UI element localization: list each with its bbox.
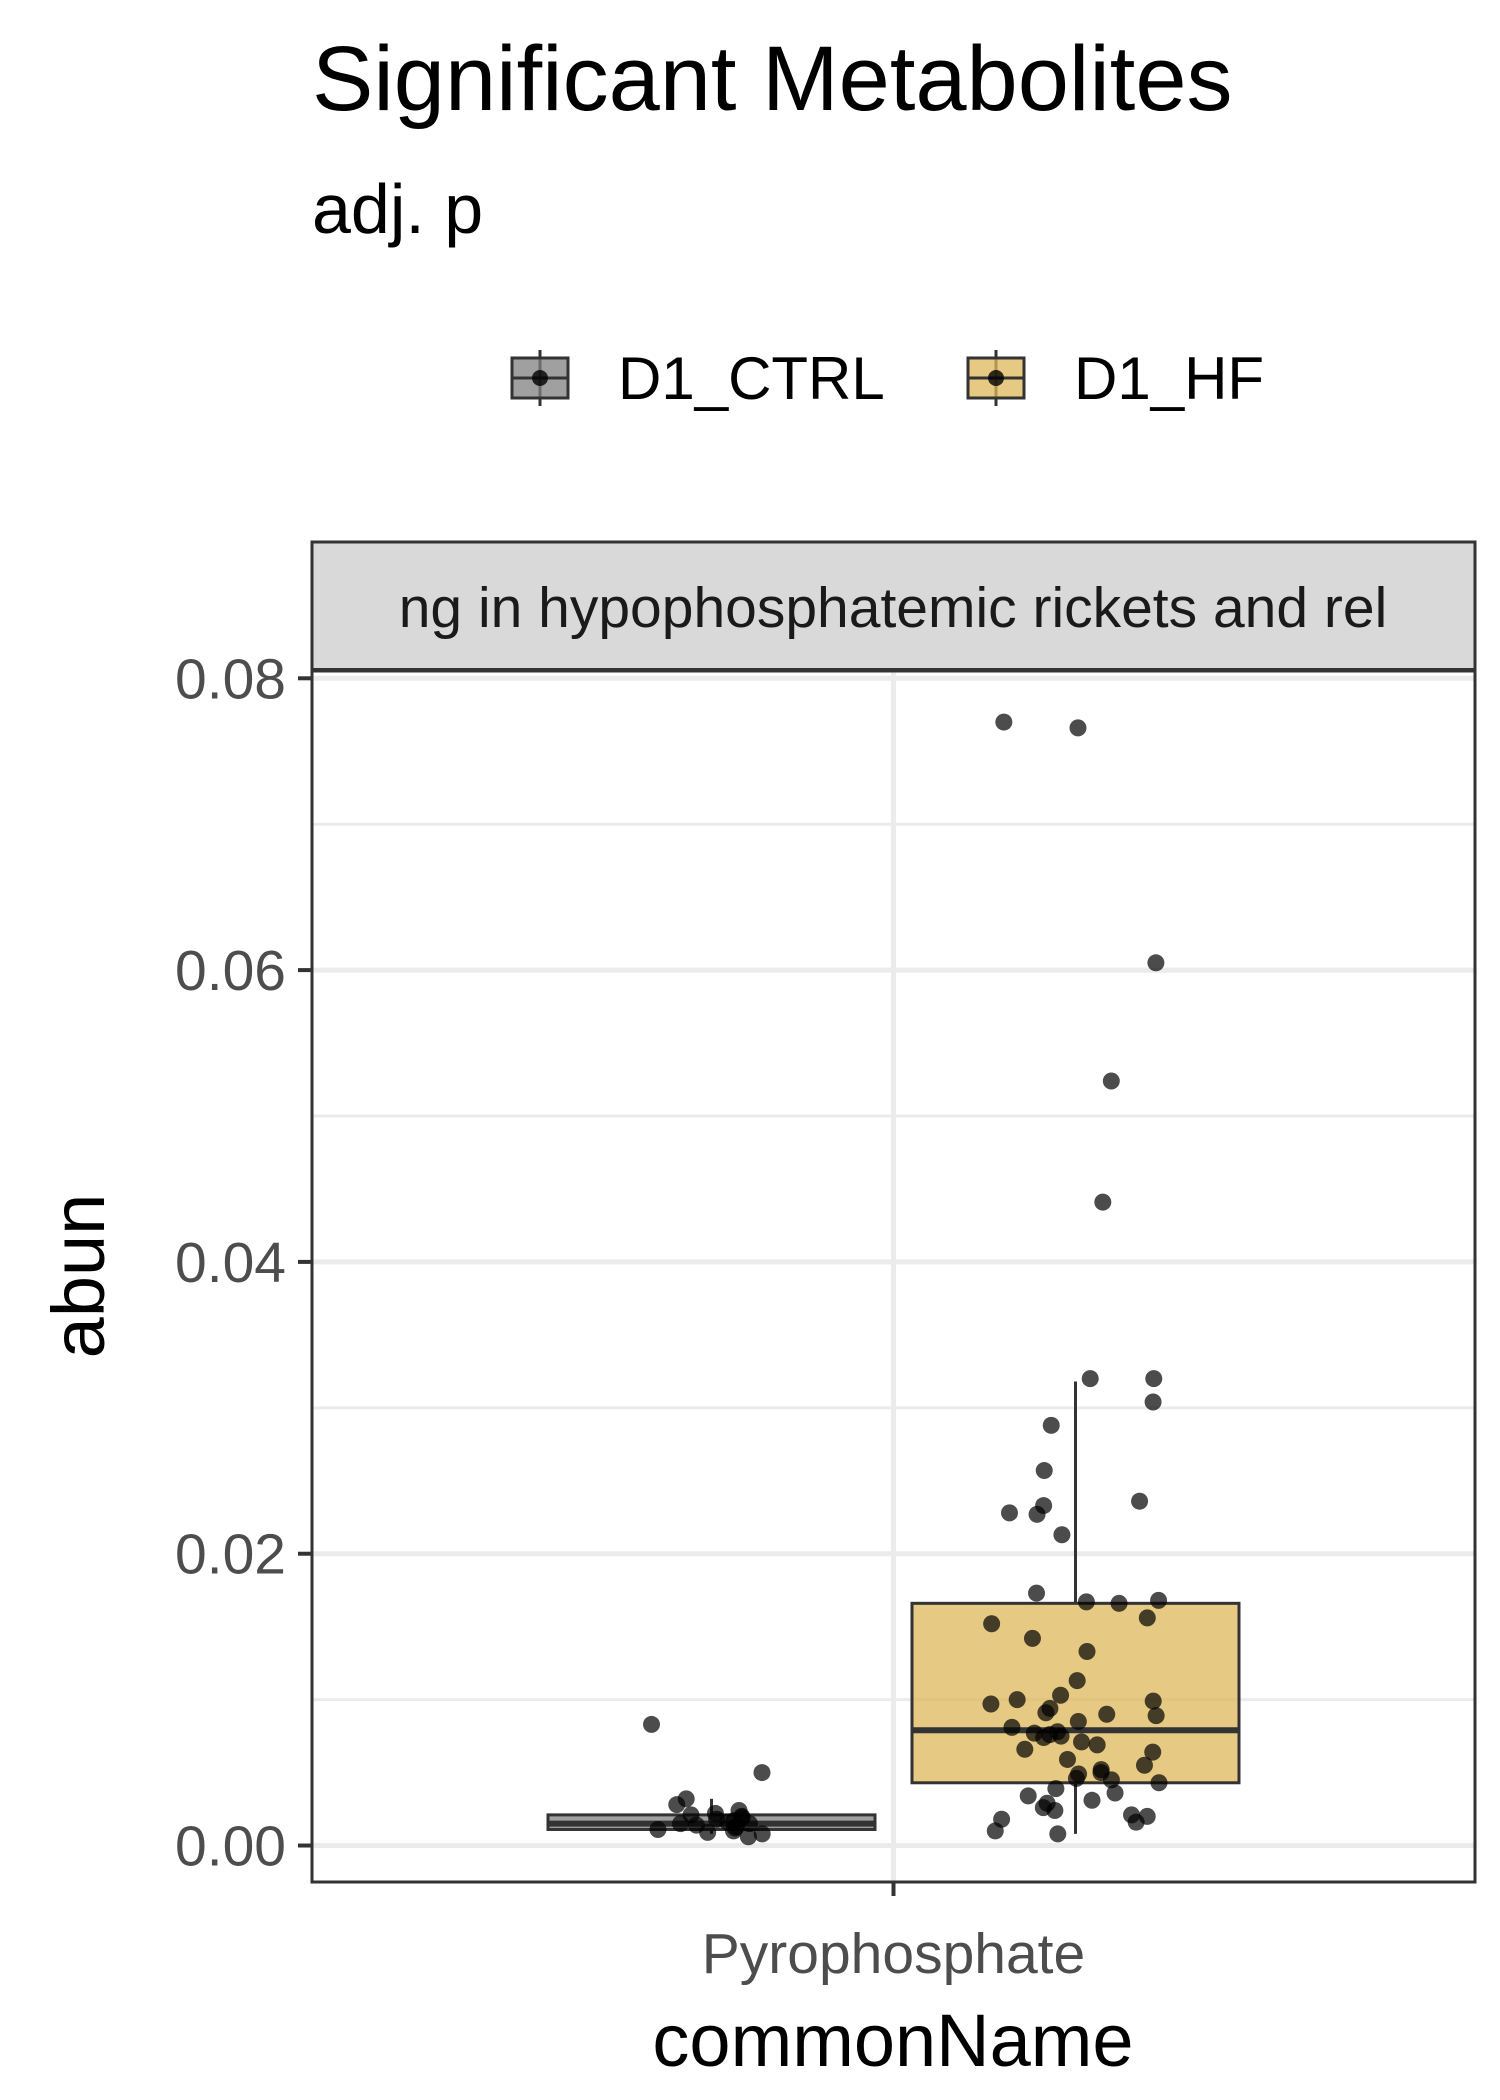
data-point [725, 1822, 743, 1840]
data-point [1023, 1629, 1041, 1647]
data-point [1078, 1642, 1096, 1660]
data-point [983, 1615, 1001, 1633]
data-point [986, 1822, 1004, 1840]
y-tick-label: 0.04 [175, 1231, 286, 1295]
data-point [1144, 1393, 1162, 1411]
data-point [1052, 1686, 1070, 1704]
data-point [1049, 1825, 1067, 1843]
box-iqr [910, 1601, 1241, 1785]
data-point [1042, 1416, 1060, 1434]
data-point [1147, 1707, 1165, 1725]
data-point [753, 1825, 771, 1843]
data-point [1145, 1370, 1163, 1388]
data-point [982, 1695, 1000, 1713]
data-point [1081, 1370, 1099, 1388]
data-point [739, 1828, 757, 1846]
data-point [1106, 1784, 1124, 1802]
x-axis: Pyrophosphate [702, 1882, 1085, 1986]
data-point [1003, 1718, 1021, 1736]
data-point [1138, 1609, 1156, 1627]
y-tick-label: 0.02 [175, 1523, 286, 1587]
boxes [546, 1381, 1241, 1834]
x-tick-label: Pyrophosphate [702, 1922, 1085, 1986]
chart-subtitle: adj. p [312, 170, 483, 248]
data-point [1150, 1774, 1168, 1792]
grid [312, 671, 1475, 1882]
data-point [699, 1823, 717, 1841]
data-point [1016, 1740, 1034, 1758]
y-tick-label: 0.06 [175, 939, 286, 1003]
data-point [995, 713, 1013, 731]
data-point [1028, 1584, 1046, 1602]
data-point [1069, 719, 1087, 737]
data-point [1144, 1743, 1162, 1761]
data-point [1102, 1771, 1120, 1789]
data-point [643, 1715, 661, 1733]
box-D1_HF [910, 1381, 1241, 1834]
data-point [1037, 1704, 1055, 1722]
data-point [1083, 1791, 1101, 1809]
legend-key-point [988, 370, 1004, 386]
data-point [1098, 1705, 1116, 1723]
data-point [1110, 1594, 1128, 1612]
y-tick-label: 0.08 [175, 647, 286, 711]
chart-title: Significant Metabolites [312, 28, 1233, 130]
data-point [753, 1764, 771, 1782]
data-point [1135, 1756, 1153, 1774]
y-axis-title: abun [37, 1194, 120, 1359]
legend-key-point [532, 370, 548, 386]
data-point [1047, 1780, 1065, 1798]
data-point [1127, 1813, 1145, 1831]
legend-label: D1_HF [1074, 345, 1264, 412]
legend-key-D1_CTRL [510, 350, 570, 406]
data-point [1088, 1736, 1106, 1754]
x-axis-title: commonName [652, 1999, 1133, 2082]
data-point [1046, 1802, 1064, 1820]
y-tick-label: 0.00 [175, 1815, 286, 1879]
data-point [1008, 1691, 1026, 1709]
data-point [672, 1815, 690, 1833]
data-point [741, 1815, 759, 1833]
facet-strip-label: ng in hypophosphatemic rickets and rel [399, 576, 1388, 640]
data-point [1058, 1750, 1076, 1768]
legend-label: D1_CTRL [618, 345, 885, 412]
data-point [1147, 954, 1165, 972]
data-point [1000, 1504, 1018, 1522]
data-point [1052, 1727, 1070, 1745]
data-point [668, 1796, 686, 1814]
data-point [1094, 1193, 1112, 1211]
data-point [1035, 1462, 1053, 1480]
data-point [1131, 1492, 1149, 1510]
data-point [649, 1820, 667, 1838]
data-point [1068, 1672, 1086, 1690]
points [643, 713, 1168, 1846]
legend: D1_CTRL D1_HF [510, 345, 1264, 412]
data-point [1150, 1591, 1168, 1609]
data-point [1077, 1593, 1095, 1611]
legend-key-D1_HF [966, 350, 1026, 406]
data-point [1102, 1072, 1120, 1090]
facet-strip [310, 540, 1477, 673]
data-point [1053, 1526, 1071, 1544]
data-point [1144, 1692, 1162, 1710]
data-point [1019, 1787, 1037, 1805]
data-point [1069, 1713, 1087, 1731]
data-point [1028, 1505, 1046, 1523]
data-point [1067, 1769, 1085, 1787]
data-point [1035, 1729, 1053, 1747]
data-point [1073, 1733, 1091, 1751]
y-axis: 0.00 0.02 0.04 0.06 0.08 [175, 647, 312, 1879]
